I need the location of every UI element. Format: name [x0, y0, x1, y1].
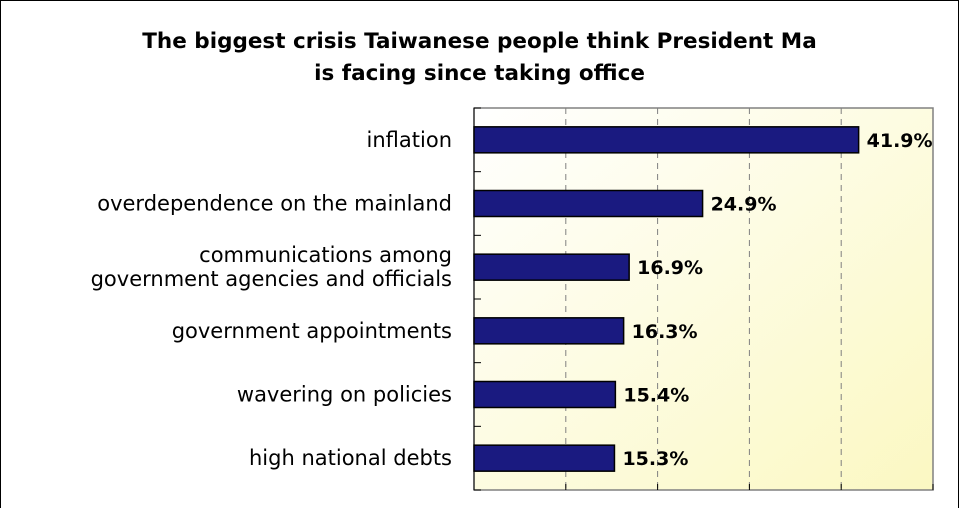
chart-title: The biggest crisis Taiwanese people thin… — [0, 26, 959, 90]
category-label: high national debts — [249, 446, 452, 470]
category-label: communications among — [199, 243, 452, 267]
category-label: government agencies and officials — [91, 267, 452, 291]
chart-title-line-2: is facing since taking office — [314, 61, 645, 86]
bar — [473, 253, 630, 281]
value-label: 15.3% — [622, 448, 688, 470]
category-label: wavering on policies — [237, 383, 452, 407]
category-label: government appointments — [172, 319, 452, 343]
bar — [473, 444, 616, 472]
grid-lines — [565, 108, 842, 490]
value-label: 15.4% — [623, 385, 689, 407]
bar — [473, 380, 617, 409]
axis-ticks — [473, 107, 934, 491]
plot-area — [473, 107, 934, 491]
bar — [473, 126, 860, 154]
chart-title-line-1: The biggest crisis Taiwanese people thin… — [142, 29, 817, 54]
category-label: overdependence on the mainland — [97, 192, 452, 216]
value-label: 24.9% — [711, 194, 777, 216]
value-label: 16.3% — [632, 321, 698, 343]
category-labels: inflation overdependence on the mainland c… — [91, 128, 452, 470]
value-label: 16.9% — [637, 257, 703, 279]
value-label: 41.9% — [867, 130, 933, 152]
category-label: inflation — [367, 128, 452, 152]
bars — [473, 126, 860, 472]
value-labels: 41.9% 24.9% 16.9% 16.3% 15.4% 15.3% — [622, 130, 932, 470]
bar — [473, 317, 625, 345]
bar — [473, 189, 704, 218]
